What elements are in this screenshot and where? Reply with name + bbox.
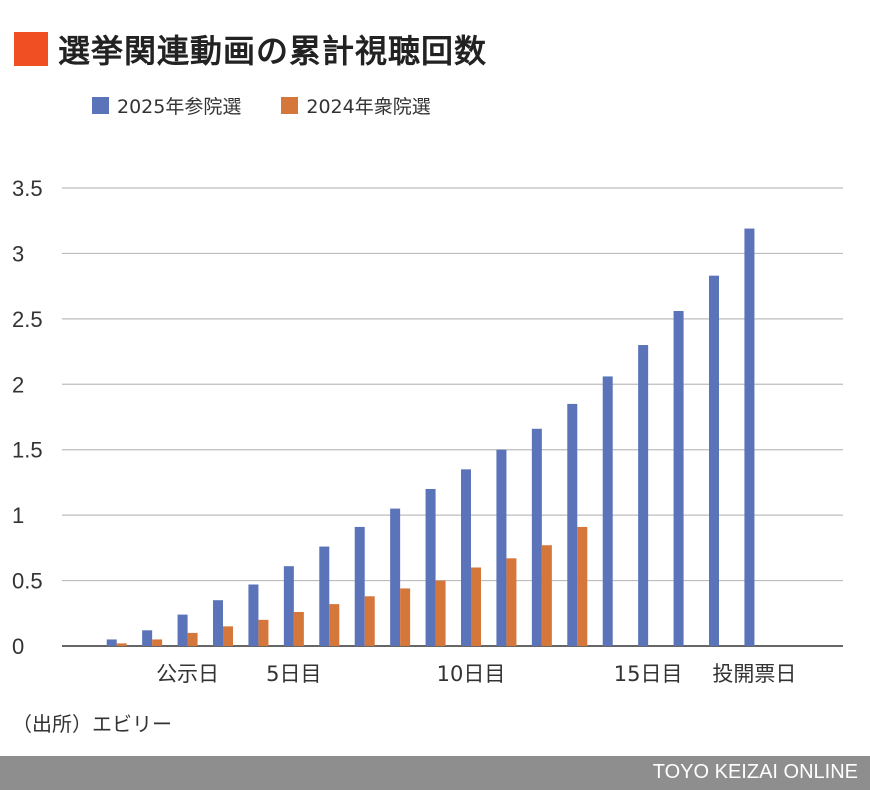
bar-2025 <box>709 275 719 646</box>
bar-2025 <box>177 614 188 646</box>
bar-2024 <box>435 580 446 646</box>
bar-2024 <box>223 626 233 646</box>
bar-2025 <box>142 630 153 646</box>
bar-2024 <box>400 588 411 646</box>
bar-2025 <box>496 449 507 646</box>
bar-2025 <box>461 469 471 646</box>
y-tick-label: 1.5 <box>12 438 43 463</box>
legend: 2025年参院選 2024年衆院選 <box>92 92 431 119</box>
bar-2024 <box>152 639 163 646</box>
y-tick-label: 2 <box>12 372 24 397</box>
bar-chart: 0 0.5 1 1.5 2 2.5 3 3.5 公示日 5日目 10日目 15日目 投開票日 <box>12 176 843 686</box>
legend-item-2025: 2025年参院選 <box>92 92 241 119</box>
bar-2025 <box>354 526 365 646</box>
bar-2025 <box>638 345 649 646</box>
chart-title: 選挙関連動画の累計視聴回数 <box>58 32 488 70</box>
bar-2024 <box>116 643 127 646</box>
bar-2025 <box>602 376 613 646</box>
bar-2024 <box>329 604 340 646</box>
bar-2024 <box>258 619 269 646</box>
legend-swatch-2024 <box>281 97 299 114</box>
bar-2024 <box>506 558 517 646</box>
bar-2025 <box>567 403 578 646</box>
bar-2024 <box>364 596 375 646</box>
bar-2025 <box>744 228 755 646</box>
legend-item-2024: 2024年衆院選 <box>281 92 431 119</box>
bar-2024 <box>293 611 304 646</box>
y-tick-label: 1 <box>12 503 24 528</box>
bar-2025 <box>425 488 436 646</box>
y-tick-label: 0.5 <box>12 569 43 594</box>
bar-2024 <box>471 567 481 646</box>
bar-2025 <box>213 600 223 646</box>
legend-label-2025: 2025年参院選 <box>117 96 242 118</box>
x-tick-label: 公示日 <box>156 662 219 686</box>
bar-2024 <box>541 545 552 646</box>
bar-2025 <box>531 428 542 646</box>
x-tick-label: 15日目 <box>614 662 683 686</box>
footer-brand: TOYO KEIZAI ONLINE <box>652 761 858 783</box>
y-tick-label: 3.5 <box>12 176 43 201</box>
bar-2025 <box>390 508 401 646</box>
bar-2024 <box>577 526 588 646</box>
title-marker <box>14 32 48 66</box>
bar-2025 <box>319 546 330 646</box>
x-tick-label: 10日目 <box>437 662 506 686</box>
bar-2024 <box>187 632 198 646</box>
x-tick-label: 5日目 <box>266 662 321 686</box>
bar-2025 <box>106 639 117 646</box>
bar-2025 <box>283 566 294 646</box>
legend-swatch-2025 <box>92 97 109 114</box>
bar-2025 <box>248 584 259 646</box>
y-tick-label: 2.5 <box>12 307 43 332</box>
x-tick-label: 投開票日 <box>712 662 796 686</box>
title-block: 選挙関連動画の累計視聴回数 <box>14 26 487 72</box>
source-note: （出所）エビリー <box>12 712 172 736</box>
y-tick-label: 3 <box>12 241 24 266</box>
legend-label-2024: 2024年衆院選 <box>306 96 431 118</box>
footer-bar: TOYO KEIZAI ONLINE <box>0 756 870 790</box>
y-tick-label: 0 <box>12 634 24 659</box>
bar-2025 <box>673 311 684 646</box>
